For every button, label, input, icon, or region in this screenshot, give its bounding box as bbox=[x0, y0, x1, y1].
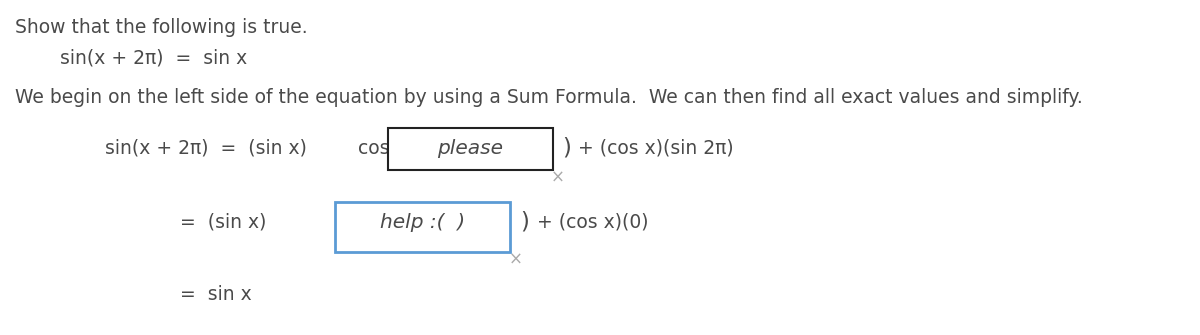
Text: ×: × bbox=[551, 169, 565, 187]
Text: We begin on the left side of the equation by using a Sum Formula.  We can then f: We begin on the left side of the equatio… bbox=[14, 88, 1082, 107]
Text: ): ) bbox=[520, 210, 529, 233]
Text: =  (sin x): = (sin x) bbox=[180, 212, 266, 231]
Text: ): ) bbox=[562, 136, 571, 159]
Text: help :(  ): help :( ) bbox=[380, 212, 466, 231]
Text: + (cos x)(0): + (cos x)(0) bbox=[538, 212, 648, 231]
FancyBboxPatch shape bbox=[335, 202, 510, 252]
Text: + (cos x)(sin 2π): + (cos x)(sin 2π) bbox=[578, 138, 733, 157]
Text: =  sin x: = sin x bbox=[180, 285, 252, 305]
Text: sin(x + 2π)  =  sin x: sin(x + 2π) = sin x bbox=[60, 48, 247, 67]
Text: please: please bbox=[438, 138, 504, 157]
Text: Show that the following is true.: Show that the following is true. bbox=[14, 18, 307, 37]
Text: cos: cos bbox=[358, 138, 390, 157]
Text: sin(x + 2π)  =  (sin x): sin(x + 2π) = (sin x) bbox=[106, 138, 307, 157]
Text: ×: × bbox=[509, 251, 523, 269]
FancyBboxPatch shape bbox=[388, 128, 553, 170]
